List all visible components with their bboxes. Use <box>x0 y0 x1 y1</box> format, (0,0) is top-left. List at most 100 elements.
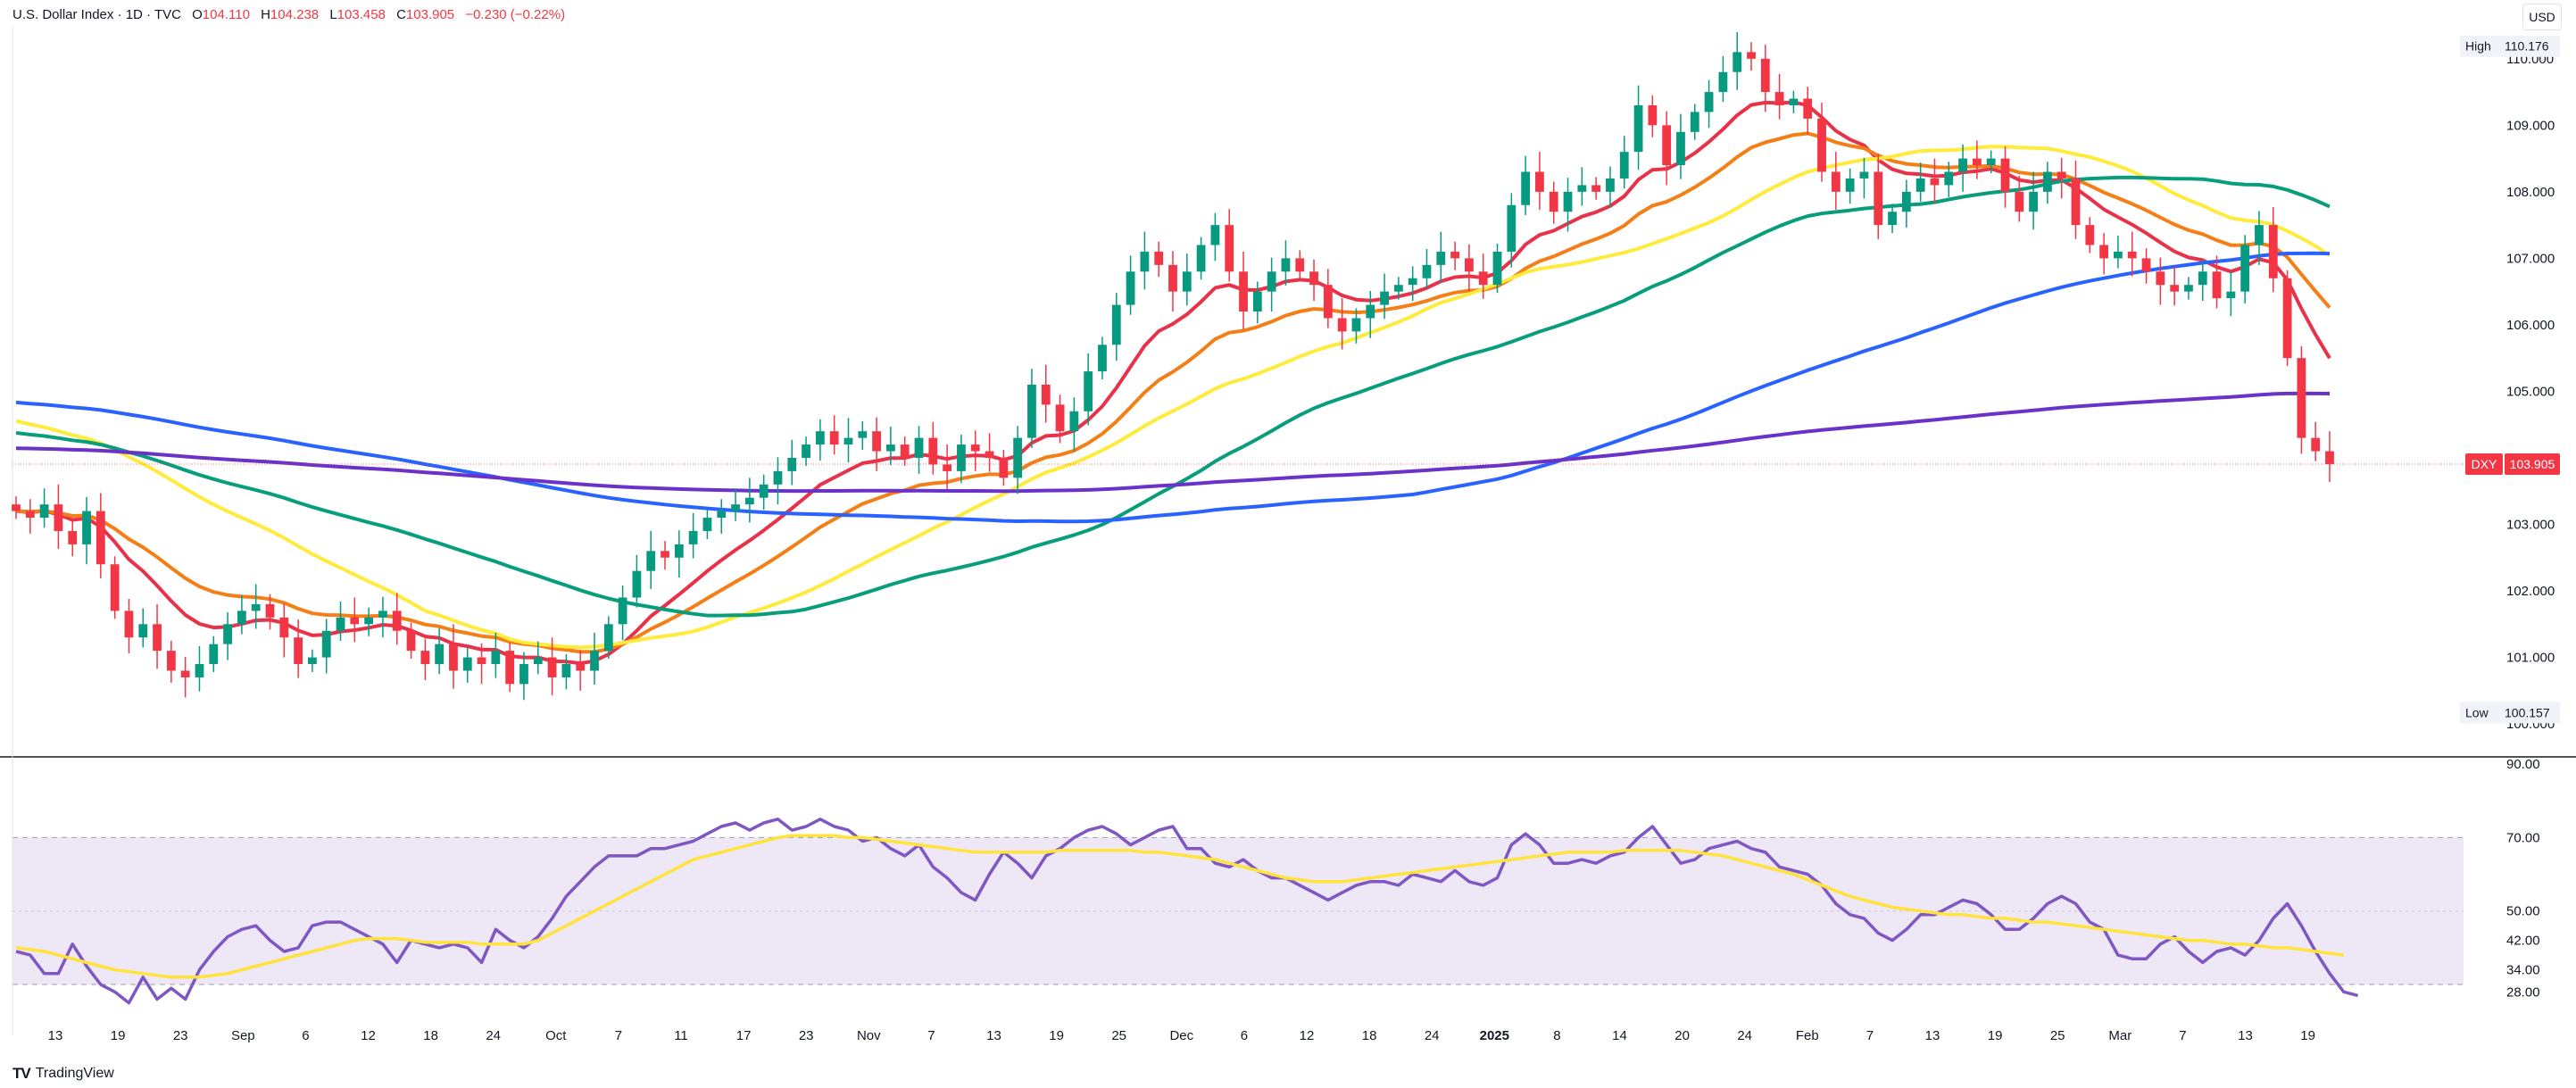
candle-body <box>505 651 515 685</box>
candle <box>674 530 684 578</box>
time-tick-label: 25 <box>2050 1028 2065 1043</box>
rsi-ma-line <box>15 834 2345 979</box>
candle <box>2000 146 2010 208</box>
candle-body <box>2325 451 2334 465</box>
candle <box>1606 166 1615 208</box>
rsi-tick-label: 50.00 <box>2506 904 2540 919</box>
rsi-line <box>15 818 2359 1005</box>
candle-body <box>2127 251 2137 259</box>
candle <box>590 632 599 685</box>
high-value: 110.176 <box>2505 39 2549 54</box>
candle-body <box>1930 178 1940 186</box>
candle <box>1648 95 1658 137</box>
candle <box>420 638 430 680</box>
candle-body <box>321 630 331 658</box>
open-value: 104.110 <box>202 7 250 22</box>
tradingview-label: TradingView <box>35 1066 114 1081</box>
tradingview-logo[interactable]: TV TradingView <box>12 1065 114 1083</box>
candle <box>547 637 557 696</box>
time-tick-label: 19 <box>111 1028 126 1043</box>
candle-body <box>195 664 204 677</box>
candle <box>1182 253 1192 306</box>
candle <box>829 415 839 455</box>
candle <box>138 608 148 648</box>
candle-body <box>2255 225 2264 245</box>
candle <box>378 596 387 638</box>
candle-body <box>449 644 458 671</box>
low-value: 103.458 <box>337 7 386 22</box>
candle-body <box>1422 264 1432 278</box>
candle <box>1126 255 1135 315</box>
candle-body <box>2099 245 2109 259</box>
price-tick-label: 109.000 <box>2506 118 2555 133</box>
close-value: 103.905 <box>405 7 455 22</box>
candle <box>392 593 402 645</box>
candle <box>1845 168 1855 204</box>
candle <box>294 619 303 678</box>
candle <box>661 541 669 570</box>
time-tick-label: 19 <box>1988 1028 2003 1043</box>
candle <box>1817 103 1826 182</box>
candle-body <box>153 624 162 652</box>
candle <box>110 556 120 619</box>
candle-body <box>435 644 445 665</box>
candle-body <box>970 444 980 452</box>
candle-body <box>1323 285 1333 319</box>
candle <box>1013 426 1023 494</box>
candle <box>646 530 656 589</box>
candle-body <box>1041 385 1051 405</box>
candle-body <box>1337 318 1347 332</box>
candle <box>970 430 980 471</box>
price-tick-label: 108.000 <box>2506 185 2555 200</box>
candle-body <box>1492 251 1502 286</box>
candle-body <box>1309 271 1318 286</box>
candle <box>1972 140 1982 179</box>
candle-body <box>661 551 669 558</box>
candle <box>985 433 994 472</box>
last-price-label: 103.905 <box>2510 457 2555 471</box>
candle <box>321 619 331 674</box>
candle-body <box>1874 171 1883 226</box>
candle <box>1888 203 1897 234</box>
high-badge <box>2460 35 2560 57</box>
candle <box>505 643 515 693</box>
candle-body <box>1549 191 1558 212</box>
symbol-title: U.S. Dollar Index · 1D · TVC <box>12 7 181 22</box>
candle <box>2297 345 2306 454</box>
candle-body <box>1225 225 1234 272</box>
candle-body <box>957 444 966 471</box>
time-tick-label: 23 <box>799 1028 814 1043</box>
candle-body <box>1168 264 1177 292</box>
candle-body <box>1563 191 1573 212</box>
time-tick-label: 25 <box>1111 1028 1126 1043</box>
candle-body <box>1252 291 1262 312</box>
time-tick-label: 7 <box>1866 1028 1874 1043</box>
candle-body <box>1619 152 1629 179</box>
candle-body <box>547 657 557 677</box>
candle <box>1210 212 1220 262</box>
candle-body <box>1281 258 1291 272</box>
candle <box>12 496 21 519</box>
candle <box>166 640 176 683</box>
candle <box>462 647 472 683</box>
candle-body <box>1606 178 1615 192</box>
candle <box>1704 79 1714 129</box>
time-tick-label: 6 <box>1241 1028 1248 1043</box>
candle <box>1789 90 1799 113</box>
currency-button[interactable]: USD <box>2522 4 2562 30</box>
candle-body <box>2085 225 2095 245</box>
candle-body <box>519 664 528 685</box>
candle-body <box>308 657 317 665</box>
candle-body <box>759 484 769 498</box>
time-tick-label: 19 <box>2300 1028 2315 1043</box>
candle <box>279 603 289 658</box>
candle-body <box>1210 225 1220 245</box>
candle <box>2029 171 2038 230</box>
candle-body <box>1084 371 1093 411</box>
candle-body <box>96 511 105 565</box>
candle <box>618 586 627 641</box>
candle-body <box>1507 204 1517 252</box>
candle-body <box>2268 225 2278 278</box>
candle-body <box>2184 285 2193 292</box>
